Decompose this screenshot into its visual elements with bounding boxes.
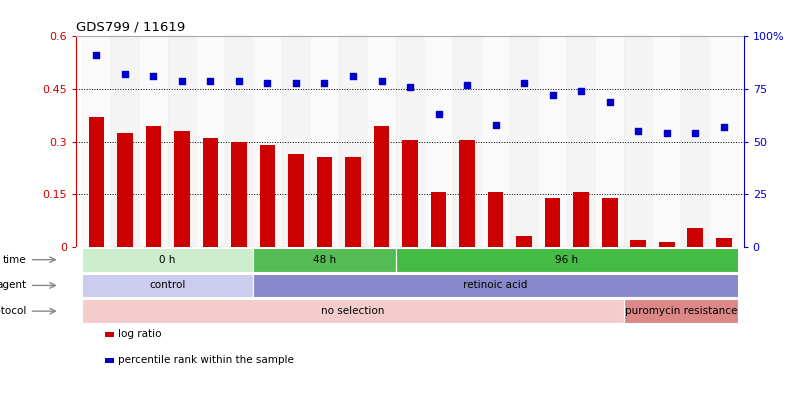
Text: no selection: no selection [321,306,384,316]
Bar [395,36,424,247]
Point [602,98,615,105]
Bar [253,274,737,297]
Bar [139,36,168,247]
Text: time: time [2,255,26,265]
Point [375,77,388,84]
Point [90,52,103,59]
Bar [281,36,310,247]
Bar [117,133,132,247]
Bar [630,240,646,247]
Point [460,81,473,88]
Text: 48 h: 48 h [312,255,336,265]
Bar [623,299,737,323]
Bar [658,242,674,247]
Text: retinoic acid: retinoic acid [463,280,527,290]
Bar [230,142,247,247]
Bar [708,36,737,247]
Bar [88,117,104,247]
Bar [344,158,361,247]
Bar [168,36,196,247]
Bar [715,238,731,247]
Bar [259,145,275,247]
Bar [481,36,509,247]
Point [261,79,274,86]
Point [659,130,672,136]
Bar [253,248,395,271]
Bar [395,248,737,271]
Bar [573,192,589,247]
Bar [145,126,161,247]
Point [688,130,701,136]
Point [403,84,416,90]
Point [545,92,558,98]
Bar [459,140,475,247]
Text: 96 h: 96 h [555,255,577,265]
Bar [338,36,367,247]
Bar [196,36,224,247]
Bar [82,248,253,271]
Bar [538,36,566,247]
Bar [424,36,452,247]
Point [574,88,587,94]
Bar [82,299,623,323]
Bar [651,36,680,247]
Bar [544,198,560,247]
Point [346,73,359,80]
Text: GDS799 / 11619: GDS799 / 11619 [76,21,185,34]
Point [232,77,245,84]
Bar [287,154,304,247]
Bar [595,36,623,247]
Bar [82,36,111,247]
Bar [516,237,532,247]
Bar [367,36,395,247]
Point [289,79,302,86]
Bar [373,126,389,247]
Bar [402,140,418,247]
Point [147,73,160,80]
Text: control: control [149,280,185,290]
Text: agent: agent [0,280,26,290]
Point [204,77,217,84]
Point [118,71,131,78]
Point [488,122,501,128]
Bar [316,158,332,247]
Bar [430,192,446,247]
Bar [82,274,253,297]
Point [631,128,644,134]
Bar [680,36,708,247]
Point [318,79,331,86]
Point [175,77,188,84]
Bar [687,228,702,247]
Bar [173,131,190,247]
Text: log ratio: log ratio [118,329,161,339]
Text: puromycin resistance: puromycin resistance [624,306,736,316]
Point [716,124,729,130]
Text: 0 h: 0 h [159,255,176,265]
Point [431,111,444,117]
Text: percentile rank within the sample: percentile rank within the sample [118,356,294,365]
Point [517,79,530,86]
Bar [253,36,281,247]
Bar [452,36,481,247]
Bar [601,198,617,247]
Bar [509,36,538,247]
Bar [310,36,338,247]
Text: growth protocol: growth protocol [0,306,26,316]
Bar [487,192,503,247]
Bar [111,36,139,247]
Bar [224,36,253,247]
Bar [566,36,595,247]
Bar [202,138,218,247]
Bar [623,36,651,247]
